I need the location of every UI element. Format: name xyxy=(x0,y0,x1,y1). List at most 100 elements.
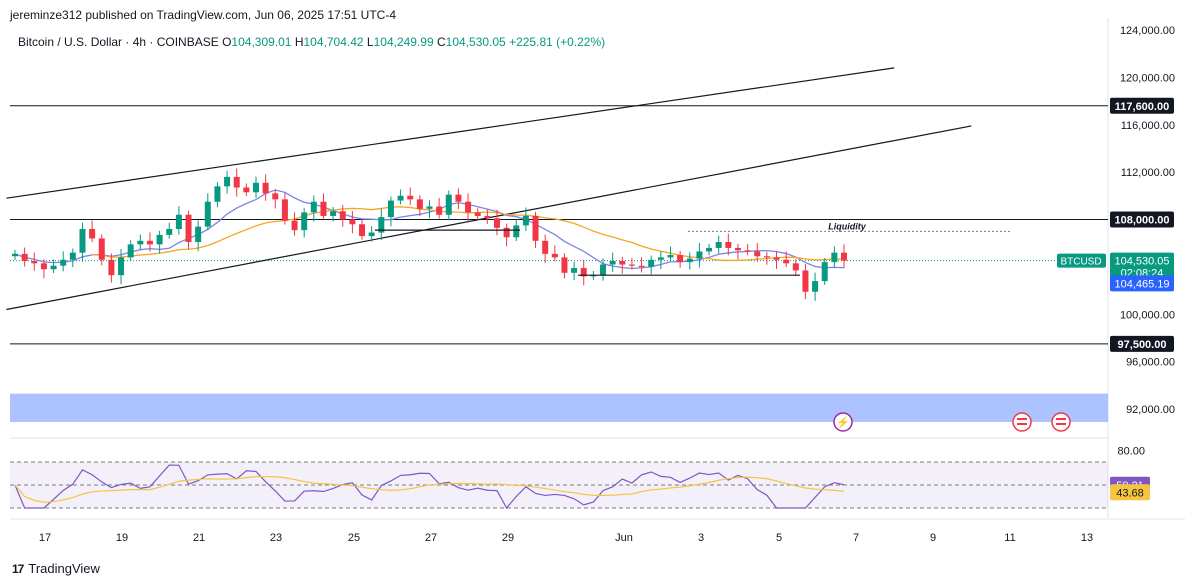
us-flag-stripe-b-1 xyxy=(1017,423,1027,425)
candle-body-28 xyxy=(281,199,288,221)
tradingview-brand: 17 TradingView xyxy=(12,561,100,576)
price-tick-0: 124,000.00 xyxy=(1120,25,1175,37)
candle-body-24 xyxy=(243,187,250,193)
candle-body-56 xyxy=(551,253,558,258)
candle-body-83 xyxy=(812,281,819,292)
symbol-tag-bg xyxy=(1057,253,1106,268)
candle-body-35 xyxy=(349,219,356,225)
annotations-layer: Liquidity xyxy=(375,222,1010,276)
time-tick-3: 23 xyxy=(270,532,282,544)
level-tag-3: 97,500.00 xyxy=(1118,339,1167,351)
candle-body-9 xyxy=(98,238,105,260)
candle-body-25 xyxy=(252,182,259,193)
candle-body-22 xyxy=(224,176,231,187)
symbol-line: Bitcoin / U.S. Dollar · 4h · COINBASE xyxy=(18,35,219,49)
candle-body-75 xyxy=(734,247,741,251)
price-tick-2: 116,000.00 xyxy=(1121,120,1175,132)
candle-body-3 xyxy=(40,263,47,270)
candle-body-29 xyxy=(291,220,298,231)
candle-body-38 xyxy=(378,217,385,233)
candle-body-31 xyxy=(310,201,317,213)
events-band xyxy=(10,393,1108,423)
candle-body-48 xyxy=(474,212,481,216)
candle-body-80 xyxy=(783,259,790,264)
time-tick-2: 21 xyxy=(193,532,205,544)
candle-body-4 xyxy=(50,265,57,270)
time-tick-10: 7 xyxy=(853,532,859,544)
high-label: H xyxy=(294,35,304,49)
time-tick-9: 5 xyxy=(776,532,782,544)
last-price-tag: 104,530.05 xyxy=(1114,256,1169,268)
candle-body-66 xyxy=(648,259,655,267)
time-tick-12: 11 xyxy=(1004,532,1015,544)
candle-body-68 xyxy=(667,255,674,258)
time-tick-8: 3 xyxy=(698,532,704,544)
candle-body-42 xyxy=(416,199,423,209)
time-tick-11: 9 xyxy=(930,532,936,544)
candle-body-64 xyxy=(628,264,635,266)
channel-line-1 xyxy=(6,67,895,199)
price-tick-1: 120,000.00 xyxy=(1120,72,1175,84)
candle-body-12 xyxy=(127,244,134,258)
candle-body-84 xyxy=(821,262,828,282)
candle-body-69 xyxy=(677,255,684,263)
candle-body-0 xyxy=(12,253,18,257)
candle-body-43 xyxy=(426,206,433,209)
us-flag-stripe-2 xyxy=(1056,418,1066,420)
candle-body-46 xyxy=(455,194,462,202)
time-tick-5: 27 xyxy=(425,532,437,544)
time-tick-1: 19 xyxy=(116,532,128,544)
candle-body-63 xyxy=(619,260,626,265)
candle-body-45 xyxy=(445,194,452,215)
candle-body-32 xyxy=(320,201,327,216)
candle-body-54 xyxy=(532,215,539,241)
level-tag-1: 117,600.00 xyxy=(1115,101,1169,113)
candle-body-86 xyxy=(841,252,847,261)
candle-body-72 xyxy=(706,247,713,252)
level-tag-bg-1 xyxy=(1110,97,1174,114)
candle-body-11 xyxy=(118,257,125,276)
low-label: L xyxy=(366,35,374,49)
candle-body-18 xyxy=(185,214,192,243)
candle-body-17 xyxy=(175,214,182,229)
us-flag-stripe-b-2 xyxy=(1056,423,1066,425)
candle-body-85 xyxy=(831,252,838,263)
candles-layer xyxy=(12,168,847,301)
candle-body-7 xyxy=(79,228,86,253)
open-value: 104,309.01 xyxy=(231,35,292,49)
price-tick-6: 92,000.00 xyxy=(1126,404,1175,416)
us-flag-icon-1 xyxy=(1012,412,1032,432)
candle-body-70 xyxy=(686,258,693,263)
candle-body-8 xyxy=(89,228,96,239)
candle-body-26 xyxy=(262,182,269,194)
rsi-ma-tag: 43.68 xyxy=(1116,487,1144,499)
candle-body-59 xyxy=(580,268,587,277)
candle-body-58 xyxy=(571,268,578,273)
candle-body-34 xyxy=(339,211,346,220)
price-tick-3: 112,000.00 xyxy=(1121,167,1175,179)
candle-body-27 xyxy=(272,193,279,200)
candle-body-73 xyxy=(715,242,722,248)
candle-body-1 xyxy=(21,253,28,261)
candle-body-52 xyxy=(513,225,520,238)
candle-body-37 xyxy=(368,232,375,237)
price-tick-5: 96,000.00 xyxy=(1126,357,1175,369)
rsi-ma-line xyxy=(14,475,845,503)
low-value: 104,249.99 xyxy=(373,35,434,49)
time-tick-4: 25 xyxy=(348,532,360,544)
event-bolt-icon xyxy=(833,412,853,432)
candle-body-55 xyxy=(542,240,549,254)
price-tick-4: 100,000.00 xyxy=(1120,309,1175,321)
symbol-tag: BTCUSD xyxy=(1060,257,1101,268)
candle-body-13 xyxy=(137,240,144,245)
candle-body-50 xyxy=(493,218,500,228)
candle-body-14 xyxy=(146,240,153,245)
candle-body-5 xyxy=(60,259,67,266)
level-tag-bg-2 xyxy=(1110,211,1174,228)
candle-body-44 xyxy=(436,206,443,215)
candle-body-33 xyxy=(330,211,337,216)
candle-body-30 xyxy=(301,212,308,231)
candle-body-40 xyxy=(397,195,404,201)
candle-body-82 xyxy=(802,270,809,292)
